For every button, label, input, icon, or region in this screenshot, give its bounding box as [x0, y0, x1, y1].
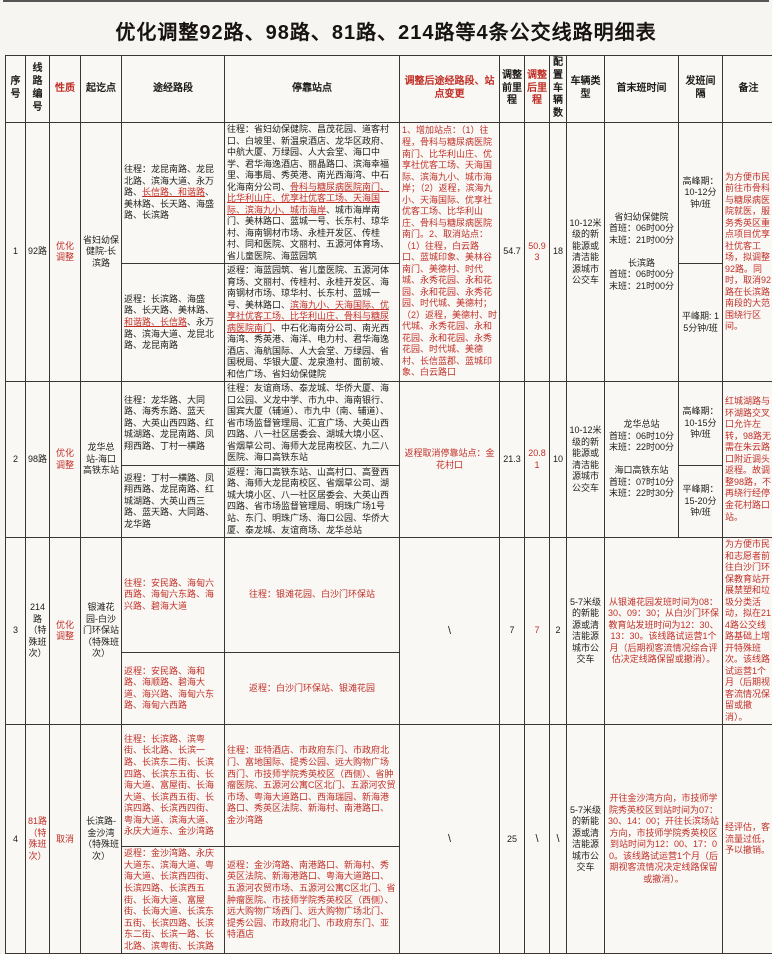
segments-outbound-cell: 往程：龙昆南路、龙昆北路、滨海大道、永万路、长信路、和谐路、美林路、长天路、海盛…	[122, 122, 225, 263]
vehicles-cell: \	[550, 725, 567, 954]
changes-cell: \	[400, 538, 500, 725]
col-remark-header: 备注	[723, 56, 772, 123]
segments-outbound-cell: 往程：长滨路、滨粤街、长北路、长滨一路、长滨东二街、长滨四路、长滨东五街、长海大…	[122, 725, 225, 847]
route-cell: 81路（特殊班次）	[26, 725, 50, 954]
segments-outbound-cell: 往程：龙华路、大同路、海秀东路、蓝天路、大英山西四路、红城湖路、龙昆南路、凤翔西…	[122, 382, 225, 466]
mileage-after-cell: 50.93	[525, 122, 550, 381]
row-92-outbound: 1 92路 优化调整 省妇幼保健院-长滨路 往程：龙昆南路、龙昆北路、滨海大道、…	[6, 122, 772, 263]
col-mileage-before-header: 调整前里程	[500, 56, 525, 123]
col-segments-header: 途经路段	[122, 56, 225, 123]
segments-return-cell: 返程：安民路、海和路、海顺路、碧海大道、海兴路、海甸六东路、海甸六西路	[122, 653, 225, 725]
segments-changed-text: 长信路、和谐路	[142, 187, 205, 197]
endpoints-cell: 省妇幼保健院-长滨路	[81, 122, 122, 381]
nature-cell: 取消	[50, 725, 81, 954]
vehicle-type-cell: 5-7米级的新能源或清洁能源城市公交车	[567, 538, 605, 725]
mileage-before-cell: 54.7	[500, 122, 525, 381]
mileage-after-cell: 20.81	[525, 382, 550, 538]
stops-return-cell: 返程：白沙门环保站、银滩花园	[225, 653, 400, 725]
vehicles-cell: 18	[550, 122, 567, 381]
col-stops-header: 停靠站点	[225, 56, 400, 123]
mileage-before-cell: 21.3	[500, 382, 525, 538]
col-interval-header: 发班间隔	[679, 56, 723, 123]
mileage-before-cell: 25	[500, 725, 525, 954]
interval-offpeak-cell: 平峰期: 15分钟/班	[679, 264, 723, 382]
interval-peak-cell: 高峰期： 10-12分钟/班	[679, 122, 723, 263]
schedule-cell: 龙华总站 首班：06时10分 末班：22时00分 海口高铁东站 首班：07时10…	[605, 382, 679, 538]
row-214-outbound: 3 214路（特殊班次） 优化调整 银滩花园-白沙门环保站（特殊班次） 往程：安…	[6, 538, 772, 653]
interval-peak-cell: 高峰期： 10-15分钟/班	[679, 382, 723, 466]
col-endpoints-header: 起讫点	[81, 56, 122, 123]
col-changes-header: 调整后途经路段、站点变更	[400, 56, 500, 123]
stops-outbound-cell: 往程：银滩花园、白沙门环保站	[225, 538, 400, 653]
schedule-cell: 从银滩花园发班时间为08：30、09：30；从白沙门环保教育站发班时间为12：3…	[605, 538, 723, 725]
segments-changed-text: 和谐路、长信路	[124, 317, 187, 327]
changes-cell: 1、增加站点：（1）往程，骨科与糖尿病医院南门、比华利山庄、优享社优客工场、天海…	[400, 122, 500, 381]
remark-cell: 经评估，客流量过低，予以撤销。	[723, 725, 772, 954]
stops-outbound-cell: 往程：亚特酒店、市政府东门、市政府北门、富地国际、提秀公园、远大购物广场西门、市…	[225, 725, 400, 847]
row-81-outbound: 4 81路（特殊班次） 取消 长滨路-金沙湾（特殊班次） 往程：长滨路、滨粤街、…	[6, 725, 772, 847]
col-nature-header: 性质	[50, 56, 81, 123]
route-cell: 98路	[26, 382, 50, 538]
remark-cell: 红城湖路与环湖路交叉口允许左转，98路无需在朱云路口附近调头返程。故调整98路，…	[723, 382, 772, 538]
vehicles-cell: 10	[550, 382, 567, 538]
seq-cell: 1	[6, 122, 26, 381]
row-98-outbound: 2 98路 优化调整 龙华总站-海口高铁东站 往程：龙华路、大同路、海秀东路、蓝…	[6, 382, 772, 466]
remark-cell: 为方便市民和志愿者前往白沙门环保教育站开展禁塑和垃圾分类活动，拟在214路公交线…	[723, 538, 772, 725]
endpoints-cell: 长滨路-金沙湾（特殊班次）	[81, 725, 122, 954]
nature-cell: 优化调整	[50, 382, 81, 538]
seq-cell: 3	[6, 538, 26, 725]
vehicles-cell: 2	[550, 538, 567, 725]
segments-text: 返程：长滨路、海盛路、长天路、美林路、	[124, 294, 214, 316]
col-route-header: 线路编号	[26, 56, 50, 123]
mileage-after-cell: 7	[525, 538, 550, 725]
route-cell: 92路	[26, 122, 50, 381]
seq-cell: 4	[6, 725, 26, 954]
col-vehicle-type-header: 车辆类型	[567, 56, 605, 123]
nature-cell: 优化调整	[50, 538, 81, 725]
col-schedule-header: 首末班时间	[605, 56, 679, 123]
endpoints-cell: 银滩花园-白沙门环保站（特殊班次）	[81, 538, 122, 725]
endpoints-cell: 龙华总站-海口高铁东站	[81, 382, 122, 538]
col-vehicles-header: 配置车辆数	[550, 56, 567, 123]
vehicle-type-cell: 5-7米级的新能源或清洁能源城市公交车	[567, 725, 605, 954]
col-mileage-after-header: 调整后里程	[525, 56, 550, 123]
stops-outbound-cell: 往程：省妇幼保健院、昌茂花园、道客村口、白坡里、新温泉酒店、龙华区政府、中航大厦…	[225, 122, 400, 263]
changes-cell: 返程取消停靠站点：金花村口	[400, 382, 500, 538]
segments-outbound-cell: 往程：安民路、海甸六西路、海甸六东路、海兴路、碧海大道	[122, 538, 225, 653]
col-seq-header: 序号	[6, 56, 26, 123]
document-sheet: 优化调整92路、98路、81路、214路等4条公交线路明细表 序号 线路编号 性…	[3, 0, 769, 954]
stops-outbound-cell: 往程：友谊商场、泰龙城、华侨大厦、海口公园、义龙中学、市九中、海南银行、国宾大厦…	[225, 382, 400, 466]
interval-offpeak-cell: 平峰期： 15-20分钟/班	[679, 465, 723, 537]
stops-return-cell: 返程：海口高铁东站、山高村口、高登西路、海师大龙昆南校区、省烟草公司、湖城大境小…	[225, 465, 400, 537]
mileage-before-cell: 7	[500, 538, 525, 725]
vehicle-type-cell: 10-12米级的新能源或清洁能源城市公交车	[567, 122, 605, 381]
schedule-cell: 省妇幼保健院 首班：06时00分 末班：21时00分 长滨路 首班：06时00分…	[605, 122, 679, 381]
remark-cell: 为方便市民前往市骨科与糖尿病医院就医，服务秀英区重点项目优享社优客工场，拟调整9…	[723, 122, 772, 381]
schedule-cell: 开往金沙湾方向，市技师学院秀英校区到站时间为07：30、14：00；开往长滨场站…	[605, 725, 723, 954]
route-cell: 214路（特殊班次）	[26, 538, 50, 725]
segments-return-cell: 返程：金沙湾路、永庆大道东、滨海大道、粤海大道、长滨西四街、长滨四路、长滨西五街…	[122, 847, 225, 954]
mileage-after-cell: \	[525, 725, 550, 954]
vehicle-type-cell: 10-12米级的新能源或清洁能源城市公交车	[567, 382, 605, 538]
stops-return-cell: 返程：海蓝园筑、省儿童医院、五源河体育场、文丽村、传桂村、永桂开发区、海南钢材市…	[225, 264, 400, 382]
nature-cell: 优化调整	[50, 122, 81, 381]
segments-return-cell: 返程：丁村一横路、凤翔西路、龙昆南路、红城湖路、大英山西三路、蓝天路、大同路、龙…	[122, 465, 225, 537]
stops-return-cell: 返程：金沙湾路、南港路口、新海村、秀英区法院、新海港路口、粤海大道路口、五源河农…	[225, 847, 400, 954]
changes-cell: \	[400, 725, 500, 954]
page-title: 优化调整92路、98路、81路、214路等4条公交线路明细表	[3, 2, 769, 55]
bus-route-table: 序号 线路编号 性质 起讫点 途经路段 停靠站点 调整后途经路段、站点变更 调整…	[5, 55, 772, 954]
table-header-row: 序号 线路编号 性质 起讫点 途经路段 停靠站点 调整后途经路段、站点变更 调整…	[6, 56, 772, 123]
seq-cell: 2	[6, 382, 26, 538]
segments-return-cell: 返程：长滨路、海盛路、长天路、美林路、和谐路、长信路、永万路、滨海大道、龙昆北路…	[122, 264, 225, 382]
